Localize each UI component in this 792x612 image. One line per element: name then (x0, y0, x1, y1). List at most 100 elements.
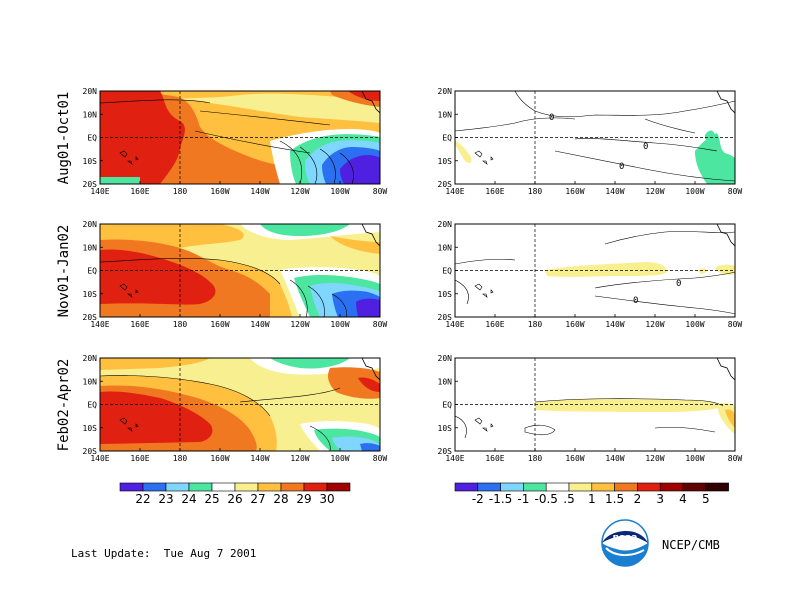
lat-tick-l1-4: 20S (83, 180, 98, 189)
sst-colorbar-swatch-1 (142, 482, 167, 492)
sst-colorbar-swatch-4 (211, 482, 236, 492)
row-label-1: Aug01-Oct01 (56, 92, 72, 185)
lon-tick-r3-2: 180 (528, 454, 543, 463)
sst-colorbar-label-4: 26 (227, 492, 242, 506)
lat-tick-l2-4: 20S (83, 313, 98, 322)
noaa-logo: noaa (600, 518, 650, 568)
contour-label-r1b: 0 (643, 142, 648, 152)
lat-tick-l1-0: 20N (83, 87, 98, 96)
sst-colorbar-swatch-9 (326, 482, 351, 492)
lon-tick-r1-2: 180 (528, 187, 543, 196)
lon-tick-l3-4: 140W (250, 454, 269, 463)
sst-colorbar-swatch-0 (119, 482, 144, 492)
anomaly-colorbar-swatch-7 (614, 482, 638, 492)
lat-tick-l1-2: EQ (87, 134, 97, 143)
lat-tick-l3-3: 10S (83, 424, 98, 433)
sst-colorbar-label-8: 30 (319, 492, 334, 506)
anomaly-colorbar-swatch-11 (705, 482, 729, 492)
lat-tick-l3-0: 20N (83, 354, 98, 363)
sst-panel-2 (99, 223, 381, 318)
lon-tick-r3-4: 140W (605, 454, 624, 463)
anomaly-colorbar-label-6: 1.5 (605, 492, 624, 506)
lon-tick-r1-4: 140W (605, 187, 624, 196)
lat-tick-l1-3: 10S (83, 157, 98, 166)
anomaly-colorbar-label-5: 1 (588, 492, 596, 506)
lon-tick-l2-4: 140W (250, 320, 269, 329)
lon-tick-r2-5: 120W (645, 320, 664, 329)
lat-tick-r2-3: 10S (438, 290, 453, 299)
lon-tick-r2-7: 80W (728, 320, 743, 329)
lon-tick-l1-6: 100W (330, 187, 349, 196)
lon-tick-r3-1: 160E (485, 454, 504, 463)
lon-tick-r2-1: 160E (485, 320, 504, 329)
lon-tick-l2-3: 160W (210, 320, 229, 329)
contour-label-r2a: 0 (676, 279, 681, 289)
anomaly-colorbar-label-9: 4 (679, 492, 687, 506)
lon-tick-l1-4: 140W (250, 187, 269, 196)
sst-colorbar-swatch-7 (280, 482, 305, 492)
lon-tick-r1-7: 80W (728, 187, 743, 196)
anomaly-colorbar-label-7: 2 (634, 492, 642, 506)
lat-tick-r3-4: 20S (438, 447, 453, 456)
sst-colorbar-label-0: 22 (135, 492, 150, 506)
lon-tick-r1-1: 160E (485, 187, 504, 196)
lat-tick-r2-0: 20N (438, 220, 453, 229)
sst-colorbar-label-6: 28 (273, 492, 288, 506)
lat-tick-l1-1: 10N (83, 110, 98, 119)
lon-tick-l1-0: 140E (90, 187, 109, 196)
lon-tick-l1-3: 160W (210, 187, 229, 196)
lon-tick-l1-2: 180 (173, 187, 188, 196)
credit-label: NCEP/CMB (662, 538, 720, 552)
sst-colorbar-swatch-3 (188, 482, 213, 492)
lat-tick-l2-0: 20N (83, 220, 98, 229)
lon-tick-r2-6: 100W (685, 320, 704, 329)
anomaly-colorbar-label-4: .5 (563, 492, 574, 506)
lon-tick-r1-0: 140E (445, 187, 464, 196)
sst-colorbar-swatch-8 (303, 482, 328, 492)
lon-tick-l3-3: 160W (210, 454, 229, 463)
lat-tick-r1-4: 20S (438, 180, 453, 189)
anomaly-colorbar-swatch-0 (454, 482, 479, 492)
lon-tick-r2-3: 160W (565, 320, 584, 329)
lon-tick-l3-7: 80W (373, 454, 388, 463)
anomaly-colorbar-swatch-10 (682, 482, 707, 492)
sst-colorbar-label-3: 25 (204, 492, 219, 506)
sst-colorbar-swatch-5 (234, 482, 259, 492)
lat-tick-l2-3: 10S (83, 290, 98, 299)
sst-colorbar-swatch-2 (165, 482, 190, 492)
lon-tick-r2-4: 140W (605, 320, 624, 329)
lon-tick-r1-3: 160W (565, 187, 584, 196)
sst-colorbar-label-5: 27 (250, 492, 265, 506)
lon-tick-l3-0: 140E (90, 454, 109, 463)
lon-tick-l3-1: 160E (130, 454, 149, 463)
lon-tick-l2-1: 160E (130, 320, 149, 329)
lat-tick-r2-1: 10N (438, 243, 453, 252)
contour-label-r2b: 0 (633, 296, 638, 306)
lon-tick-r3-5: 120W (645, 454, 664, 463)
last-update-text: Last Update: Tue Aug 7 2001 (71, 547, 257, 560)
anomaly-colorbar-swatch-4 (545, 482, 570, 492)
lat-tick-l3-2: EQ (87, 401, 97, 410)
lon-tick-r3-7: 80W (728, 454, 743, 463)
anomaly-colorbar-swatch-1 (477, 482, 501, 492)
lat-tick-l2-1: 10N (83, 243, 98, 252)
anomaly-colorbar-swatch-3 (523, 482, 547, 492)
lon-tick-r3-3: 160W (565, 454, 584, 463)
lat-tick-r3-1: 10N (438, 377, 453, 386)
anomaly-panel-3 (454, 357, 736, 452)
lat-tick-r2-2: EQ (442, 267, 452, 276)
lon-tick-l2-6: 100W (330, 320, 349, 329)
anomaly-panel-2: 0 0 (454, 223, 736, 318)
lon-tick-r3-6: 100W (685, 454, 704, 463)
lon-tick-l2-0: 140E (90, 320, 109, 329)
lon-tick-l2-7: 80W (373, 320, 388, 329)
lon-tick-r3-0: 140E (445, 454, 464, 463)
row-label-2: Nov01-Jan02 (56, 225, 72, 318)
anomaly-colorbar-label-1: -1.5 (489, 492, 512, 506)
lon-tick-l3-6: 100W (330, 454, 349, 463)
sst-colorbar-swatch-6 (257, 482, 282, 492)
lat-tick-r3-2: EQ (442, 401, 452, 410)
lon-tick-l1-5: 120W (290, 187, 309, 196)
sst-panel-1 (99, 90, 381, 185)
